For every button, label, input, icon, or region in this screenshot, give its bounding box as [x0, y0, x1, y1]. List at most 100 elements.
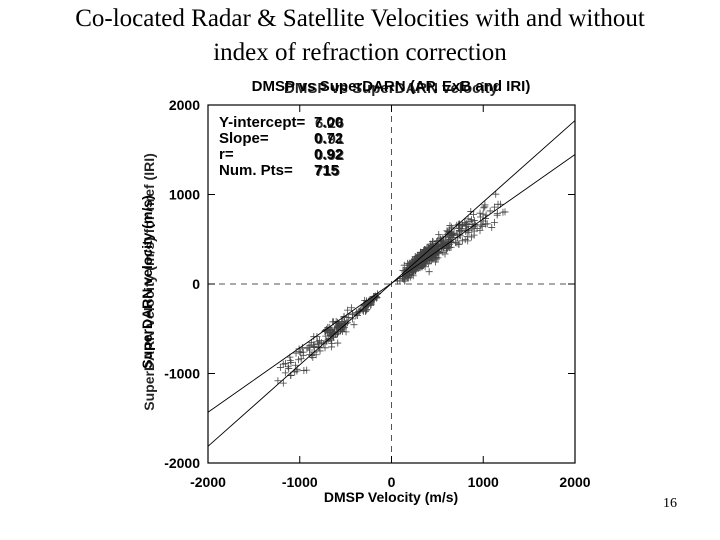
data-point: [310, 342, 318, 350]
data-point: [421, 246, 429, 254]
stats-value-a: 715: [314, 162, 339, 179]
data-point: [350, 321, 358, 329]
data-point: [325, 329, 333, 337]
data-point: [481, 201, 489, 209]
data-point: [446, 222, 454, 230]
data-point: [441, 250, 449, 258]
x-tick-label: 0: [388, 474, 396, 490]
data-point: [345, 313, 353, 321]
data-point: [454, 234, 462, 242]
data-point: [305, 346, 313, 354]
data-point: [295, 356, 303, 364]
data-point: [408, 260, 416, 268]
data-point: [316, 347, 324, 355]
stats-value-a: 7.00: [314, 114, 343, 131]
data-point: [447, 230, 455, 238]
y-axis-label-a: SuperDARN velocity (m/s): [139, 195, 155, 368]
page-number: 16: [663, 496, 677, 511]
data-point: [413, 252, 421, 260]
data-point: [426, 255, 434, 263]
data-point: [306, 350, 314, 358]
data-point: [321, 344, 329, 352]
data-point: [339, 327, 347, 335]
data-point: [355, 308, 363, 316]
data-point: [341, 318, 349, 326]
data-point: [476, 227, 484, 235]
y-axis-label-b: SuperDARN velocity (m/s) for nref (IRI): [141, 153, 157, 410]
stats-label: Slope=: [219, 130, 269, 147]
data-point: [478, 221, 486, 229]
data-point: [324, 323, 332, 331]
data-point: [444, 242, 452, 250]
data-point: [464, 237, 472, 245]
data-point: [480, 204, 488, 212]
data-point: [455, 228, 463, 236]
stats-label: r=: [219, 146, 234, 163]
data-point: [431, 254, 439, 262]
data-point: [348, 310, 356, 318]
data-point: [490, 203, 498, 211]
y-tick-label: -1000: [164, 366, 200, 382]
data-point: [465, 228, 473, 236]
data-point: [425, 268, 433, 276]
data-point: [455, 224, 463, 232]
data-point: [287, 359, 295, 367]
data-point: [432, 258, 440, 266]
data-point: [470, 231, 478, 239]
data-point: [293, 367, 301, 375]
slide-title-line2: index of refraction correction: [213, 39, 507, 66]
data-point: [328, 343, 336, 351]
data-point: [357, 306, 365, 314]
data-point: [468, 216, 476, 224]
data-point: [281, 369, 289, 377]
data-point: [274, 377, 282, 385]
data-point: [432, 253, 440, 261]
data-point: [308, 338, 316, 346]
x-axis-label: DMSP Velocity (m/s): [324, 489, 458, 505]
data-point: [295, 347, 303, 355]
x-tick-label: 2000: [559, 474, 590, 490]
data-point: [476, 209, 484, 217]
y-tick-label: 0: [192, 276, 200, 292]
data-point: [409, 272, 417, 280]
data-point: [281, 359, 289, 367]
data-point: [450, 229, 458, 237]
data-point: [486, 207, 494, 215]
data-point: [344, 306, 352, 314]
data-point: [469, 210, 477, 218]
data-point: [471, 221, 479, 229]
data-point: [448, 225, 456, 233]
stats-value-a: 0.72: [314, 130, 343, 147]
data-point: [292, 361, 300, 369]
data-point: [456, 225, 464, 233]
slide-title: Co-located Radar & Satellite Velocities …: [0, 2, 720, 70]
data-point: [424, 244, 432, 252]
data-point: [420, 260, 428, 268]
data-point: [279, 379, 287, 387]
x-tick-label: 1000: [468, 474, 499, 490]
data-point: [499, 208, 507, 216]
stats-value-a: 0.92: [314, 146, 343, 163]
slide-title-line1: Co-located Radar & Satellite Velocities …: [75, 5, 645, 32]
data-point: [493, 209, 501, 217]
data-point: [462, 220, 470, 228]
x-tick-label: -2000: [190, 474, 226, 490]
data-point: [430, 246, 438, 254]
stats-value-b: 0.92: [315, 147, 344, 164]
data-point: [300, 367, 308, 375]
y-tick-label: 1000: [169, 187, 200, 203]
data-point: [348, 304, 356, 312]
data-point: [401, 277, 409, 285]
data-point: [488, 223, 496, 231]
data-point: [417, 254, 425, 262]
data-point: [276, 363, 284, 371]
stats-value-b: 6.26: [315, 115, 344, 132]
data-point: [404, 274, 412, 282]
chart-title-b: DMSP vs SuperDARN velocity: [284, 80, 499, 97]
data-point: [308, 352, 316, 360]
stats-value-b: 0.91: [315, 131, 344, 148]
x-tick-label: -1000: [282, 474, 318, 490]
data-point: [342, 328, 350, 336]
data-point: [435, 231, 443, 239]
fit-line-2: [207, 120, 576, 447]
